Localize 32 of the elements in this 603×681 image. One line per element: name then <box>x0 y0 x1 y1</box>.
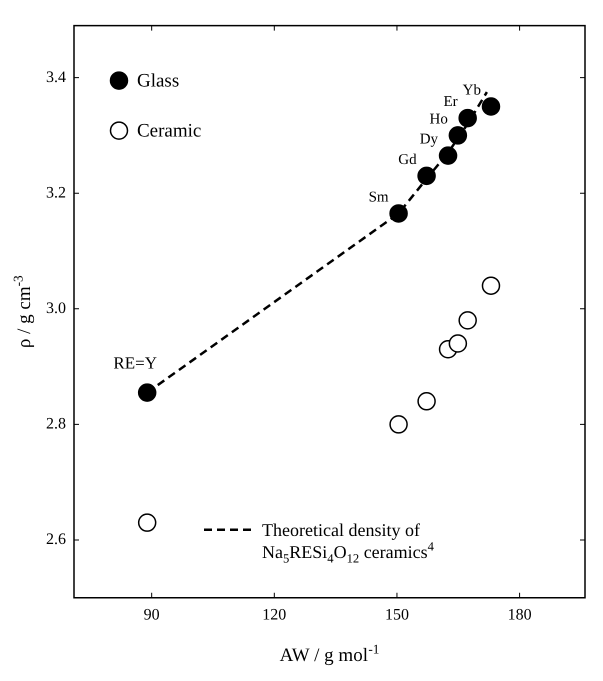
annotation: Er <box>444 94 458 110</box>
legend-label: Ceramic <box>137 120 202 142</box>
x-tick-label: 120 <box>262 606 286 624</box>
y-tick-label: 3.4 <box>46 68 66 86</box>
point <box>417 392 436 411</box>
x-tick-label: 180 <box>508 606 532 624</box>
legend-label: Glass <box>137 70 180 92</box>
annotation: Ho <box>430 111 448 128</box>
point <box>389 415 408 434</box>
point <box>482 97 500 116</box>
annotation: Sm <box>368 189 389 206</box>
annotation: RE=Y <box>113 354 157 373</box>
x-tick-label: 90 <box>144 606 160 624</box>
annotation: Gd <box>398 152 418 168</box>
point <box>458 311 477 330</box>
y-axis-title: ρ / g cm-3 <box>10 274 35 348</box>
point <box>389 204 408 223</box>
point <box>448 334 468 353</box>
y-tick-label: 3.0 <box>46 300 66 318</box>
point <box>448 126 468 145</box>
point <box>138 513 156 532</box>
point <box>138 383 156 402</box>
point <box>438 146 458 165</box>
x-tick-label: 150 <box>384 606 409 624</box>
point <box>482 276 500 295</box>
point <box>458 108 477 128</box>
y-tick-label: 2.8 <box>46 416 66 433</box>
annotation: Dy <box>420 132 439 148</box>
point <box>417 166 436 186</box>
y-tick-label: 3.2 <box>46 184 66 202</box>
annotation: Yb <box>462 82 481 99</box>
y-tick-label: 2.6 <box>46 531 66 548</box>
